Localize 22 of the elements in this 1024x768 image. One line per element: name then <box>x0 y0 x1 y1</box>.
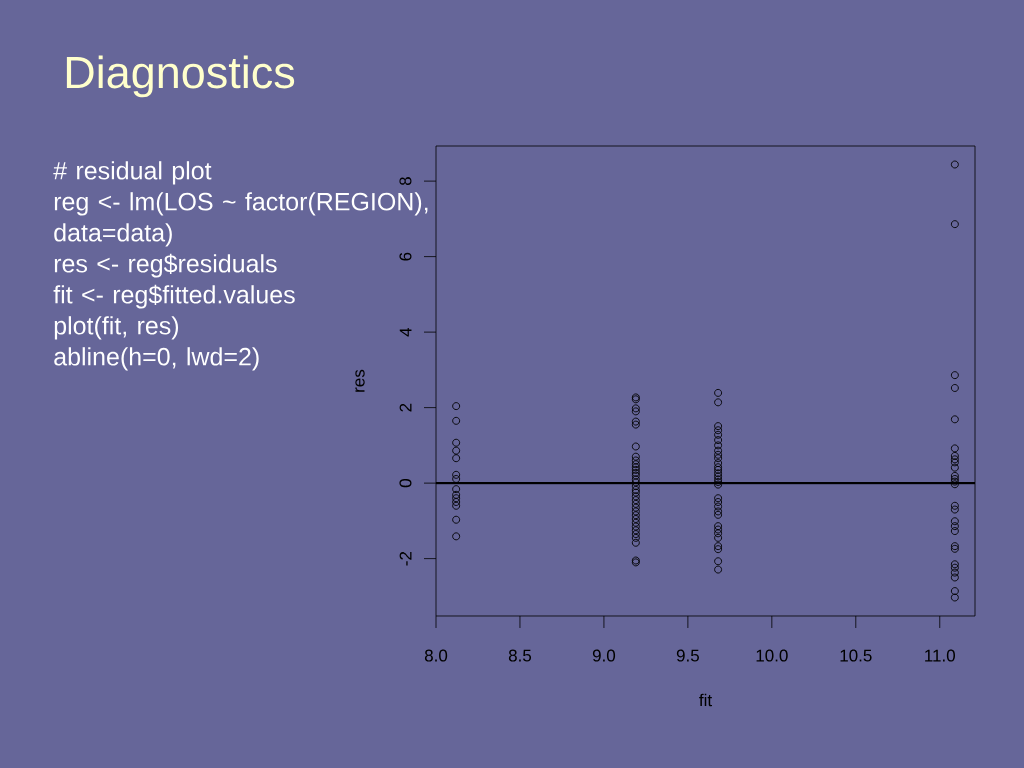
text: reg <- lm(LOS ~ factor(REGION), data=data) <box>54 192 428 247</box>
x-tick-label: 11.0 <box>925 649 956 662</box>
text: abline(h=0, lwd=2) <box>54 347 259 371</box>
y-axis-title: res <box>355 369 365 392</box>
y-tick-label: 6 <box>399 252 412 261</box>
y-tick-label: 2 <box>399 403 412 412</box>
text: res <- reg$residuals <box>54 253 277 278</box>
y-tick-label: 8 <box>399 177 412 186</box>
y-tick-label: 0 <box>399 479 412 488</box>
chart-title: Diagnostics <box>66 55 295 98</box>
y-tick-label: -2 <box>399 551 412 566</box>
x-axis-title: fit <box>699 693 712 707</box>
text: # residual plot <box>53 161 212 185</box>
x-tick-label: 8.0 <box>424 649 448 662</box>
x-tick-label: 10.5 <box>840 649 872 662</box>
x-tick-label: 8.5 <box>508 649 532 662</box>
x-tick-label: 10.0 <box>756 649 788 662</box>
x-tick-label: 9.0 <box>592 649 616 662</box>
text: plot(fit, res) <box>54 316 179 340</box>
y-tick-label: 4 <box>399 327 412 337</box>
text: fit <- reg$fitted.values <box>53 284 295 309</box>
x-tick-label: 9.5 <box>676 649 699 662</box>
